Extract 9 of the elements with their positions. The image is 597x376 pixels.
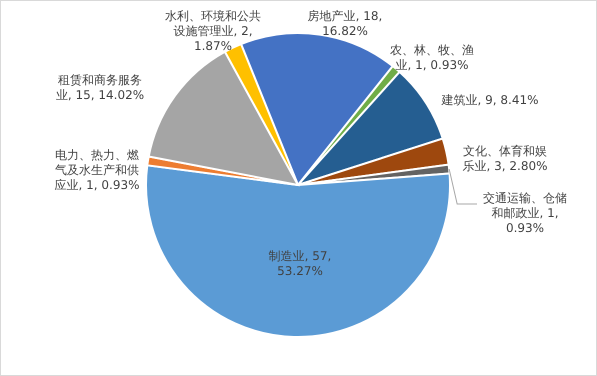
slice-label: 房地产业, 18, 16.82% (308, 9, 382, 38)
slice-label: 农、林、牧、渔业, 1, 0.93% (390, 43, 474, 72)
slice-label: 文化、体育和娱乐业, 3, 2.80% (462, 144, 548, 173)
slice-label: 制造业, 57, 53.27% (268, 249, 332, 278)
slice-label: 电力、热力、燃气及水生产和供应业, 1, 0.93% (54, 148, 140, 192)
slice-label: 建筑业, 9, 8.41% (440, 93, 539, 107)
slice-label: 租赁和商务服务业, 15, 14.02% (56, 73, 144, 102)
slice-label: 交通运输、仓储和邮政业, 1, 0.93% (483, 191, 567, 235)
slice-label: 水利、环境和公共设施管理业, 2, 1.87% (165, 9, 261, 53)
